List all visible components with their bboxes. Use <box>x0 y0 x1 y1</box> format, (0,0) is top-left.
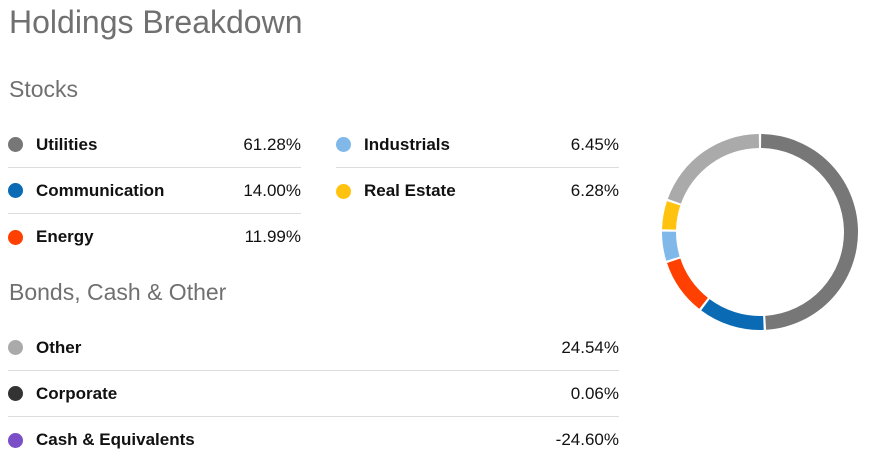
holding-label: Industrials <box>364 134 450 154</box>
holding-label: Other <box>36 337 82 357</box>
donut-slice-other <box>667 134 759 204</box>
donut-slice-real-estate <box>662 201 681 230</box>
legend-dot-real-estate <box>336 183 351 199</box>
holding-value: 11.99% <box>244 227 301 246</box>
holding-row-industrials: Industrials 6.45% <box>336 122 619 168</box>
holding-row-real-estate: Real Estate 6.28% <box>336 168 619 214</box>
legend-dot-cash <box>8 432 23 448</box>
holding-value: 0.06% <box>570 383 619 403</box>
legend-dot-communication <box>8 183 23 198</box>
holding-value: 14.00% <box>243 180 301 200</box>
holdings-donut-chart <box>662 134 858 330</box>
holding-row-cash: Cash & Equivalents -24.60% <box>8 417 619 463</box>
holding-row-utilities: Utilities 61.28% <box>8 122 301 168</box>
holding-value: 61.28% <box>243 134 301 154</box>
stocks-heading: Stocks <box>9 76 79 102</box>
stocks-list-left: Utilities 61.28% Communication 14.00% En… <box>8 122 301 260</box>
holding-value: -24.60% <box>555 430 619 449</box>
legend-dot-industrials <box>336 137 351 152</box>
holding-label: Cash & Equivalents <box>36 430 195 449</box>
holding-label: Energy <box>36 227 94 246</box>
legend-dot-utilities <box>8 137 23 152</box>
holding-label: Corporate <box>36 383 118 403</box>
stocks-list-right: Industrials 6.45% Real Estate 6.28% <box>336 122 619 214</box>
holding-value: 24.54% <box>561 337 619 357</box>
holding-label: Utilities <box>36 134 98 154</box>
page-title: Holdings Breakdown <box>9 4 303 40</box>
holding-value: 6.28% <box>570 181 619 200</box>
legend-dot-energy <box>8 229 23 245</box>
donut-slice-industrials <box>662 231 680 261</box>
holding-row-other: Other 24.54% <box>8 325 619 371</box>
donut-slice-energy <box>667 258 708 309</box>
bonds-list: Other 24.54% Corporate 0.06% Cash & Equi… <box>8 325 619 463</box>
legend-dot-other <box>8 340 23 355</box>
holding-row-communication: Communication 14.00% <box>8 168 301 214</box>
holding-label: Communication <box>36 180 165 200</box>
holding-row-energy: Energy 11.99% <box>8 214 301 260</box>
holding-row-corporate: Corporate 0.06% <box>8 371 619 417</box>
donut-slice-communication <box>701 299 764 330</box>
holding-value: 6.45% <box>570 134 619 154</box>
bonds-heading: Bonds, Cash & Other <box>9 279 227 305</box>
donut-slice-utilities <box>761 134 858 330</box>
holding-label: Real Estate <box>364 181 456 200</box>
legend-dot-corporate <box>8 386 23 401</box>
